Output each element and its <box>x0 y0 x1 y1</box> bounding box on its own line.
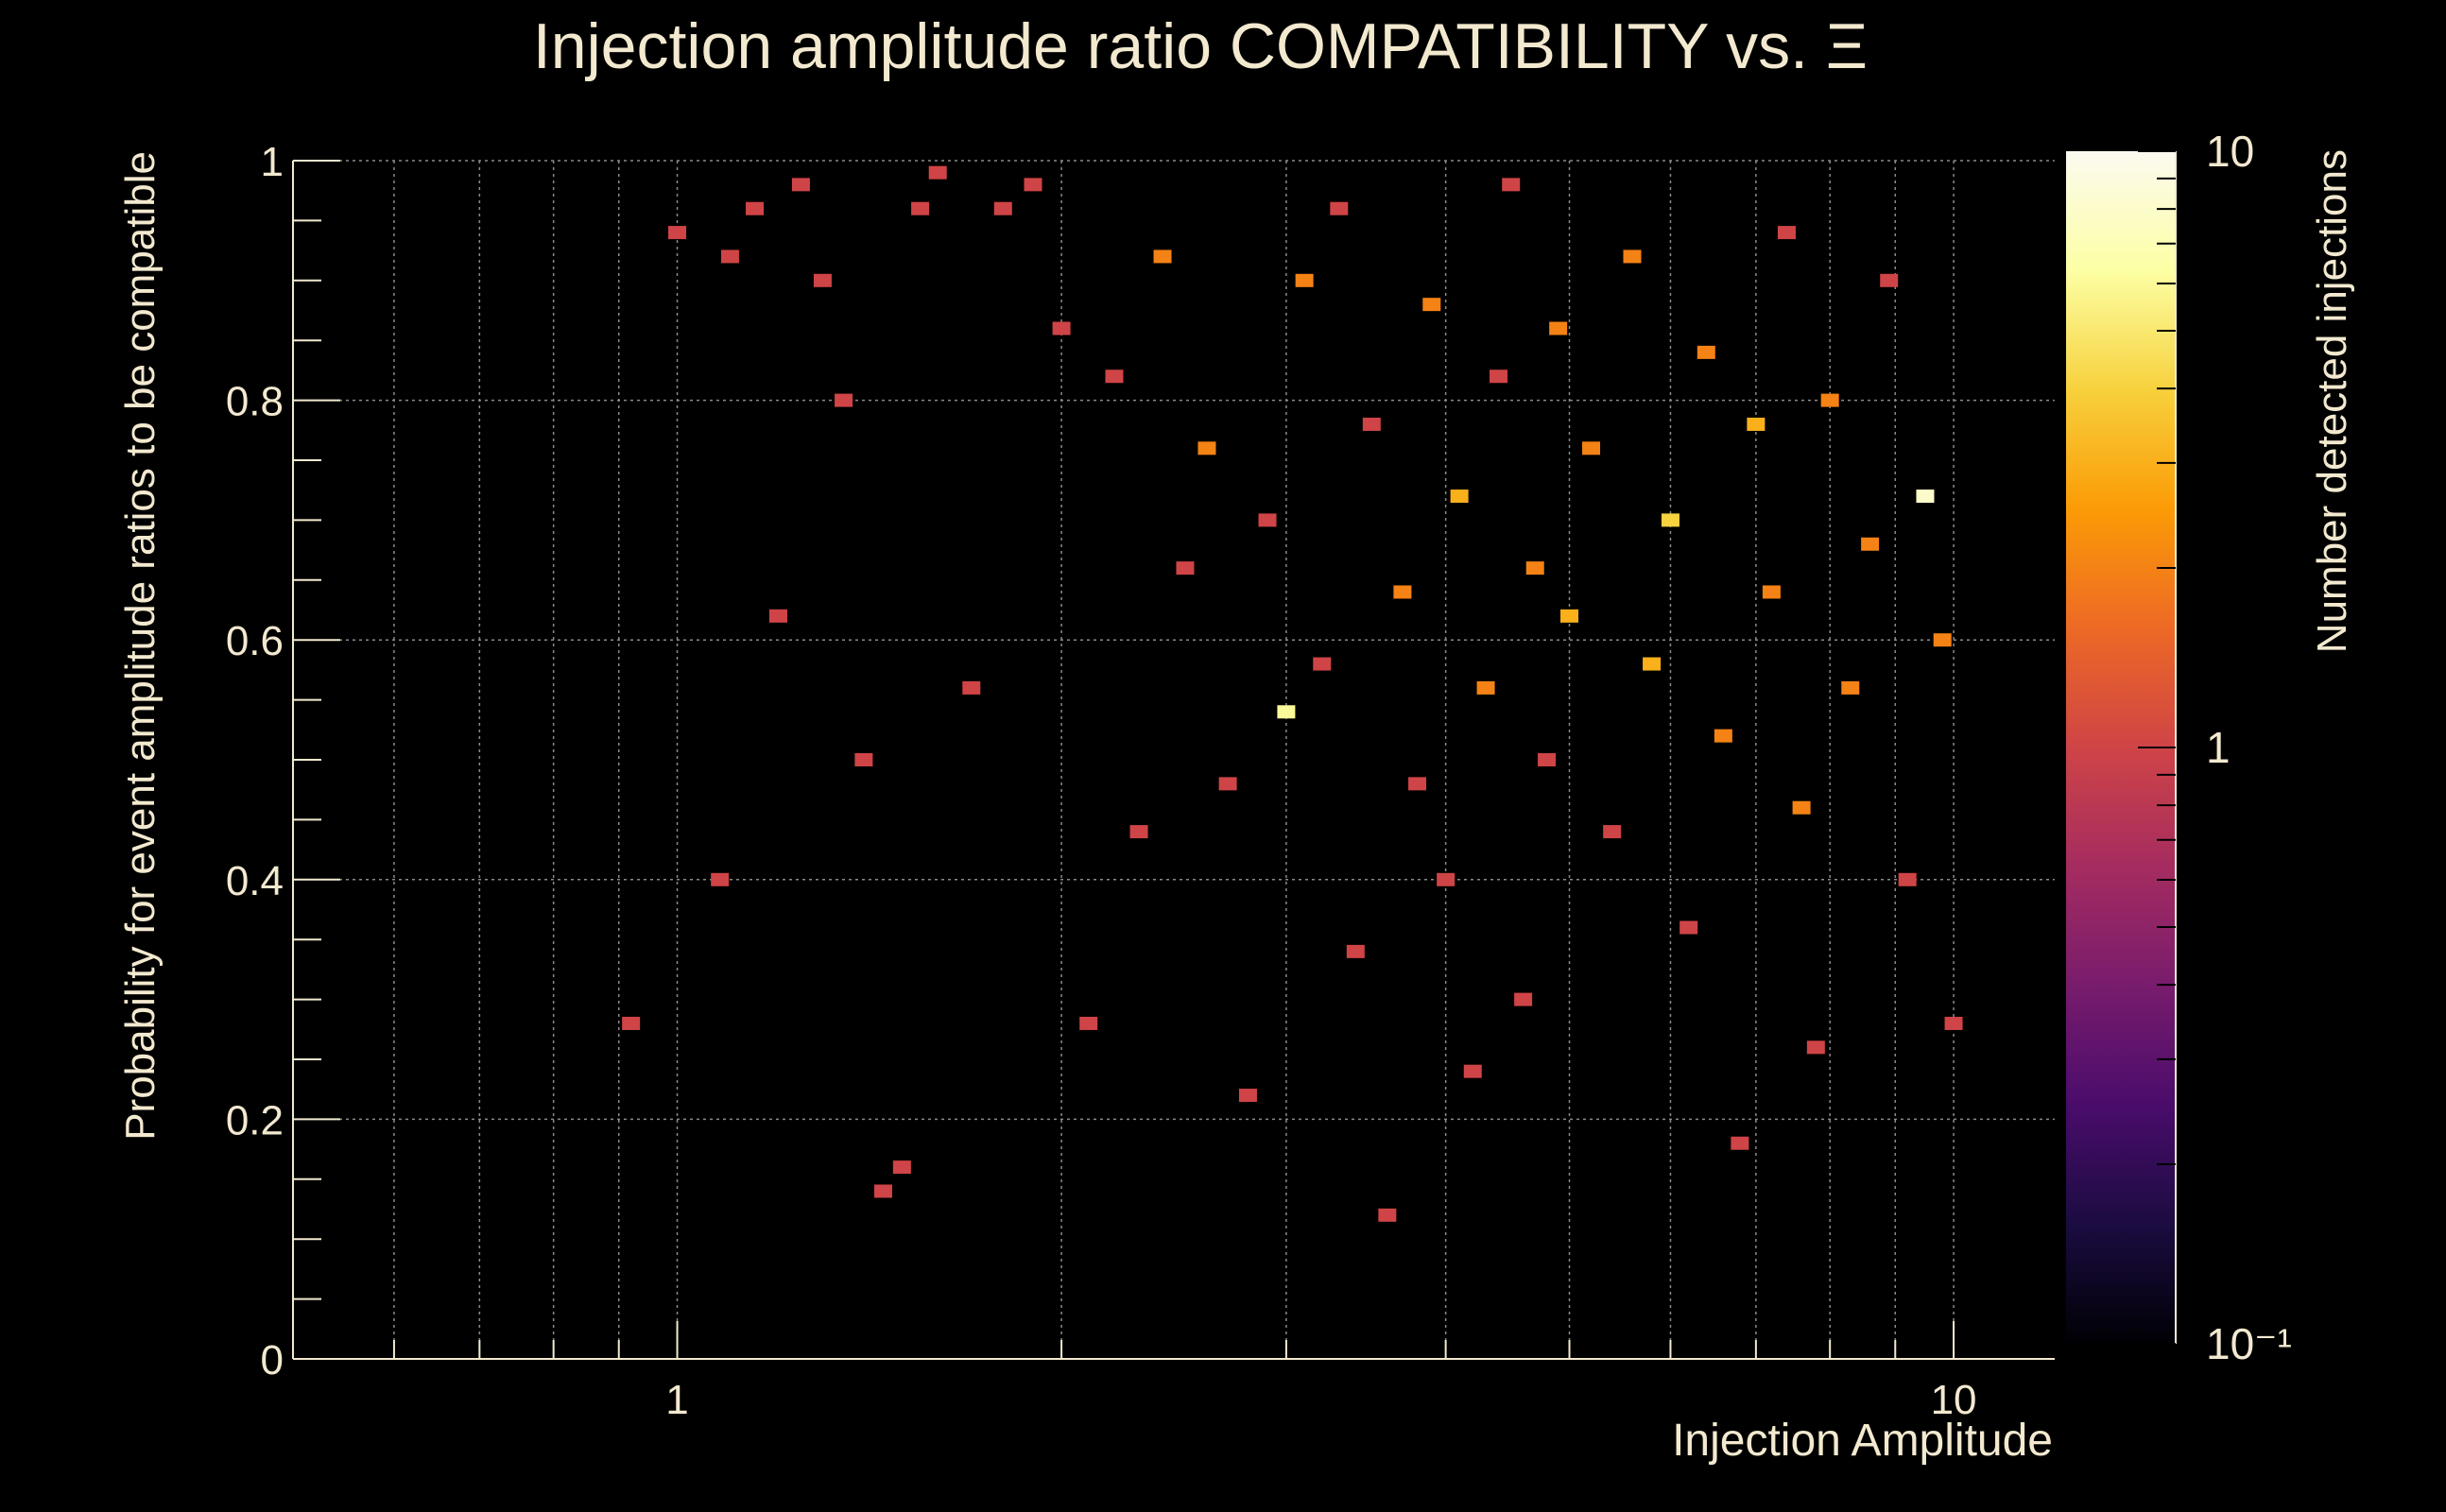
heatmap-cell <box>813 273 832 287</box>
heatmap-cell <box>668 226 687 240</box>
heatmap-cell <box>1880 273 1899 287</box>
heatmap-cell <box>1806 1040 1825 1055</box>
heatmap-cell <box>1792 800 1811 815</box>
heatmap-cell <box>1731 1136 1749 1150</box>
heatmap-cell <box>1502 178 1521 192</box>
colorbar-tick-label: 1 <box>2206 723 2231 772</box>
heatmap-cell <box>1538 753 1557 766</box>
heatmap-cell <box>1258 513 1277 527</box>
heatmap-cell <box>1861 537 1880 551</box>
heatmap-cell <box>1346 944 1365 958</box>
y-axis-label: Probability for event amplitude ratios t… <box>117 151 164 1141</box>
heatmap-cell <box>1490 369 1508 384</box>
plot-area <box>293 161 2055 1359</box>
heatmap-cell <box>1313 657 1332 671</box>
heatmap-cell <box>1898 872 1917 886</box>
heatmap-cell <box>1408 777 1427 791</box>
y-tick-label: 0.8 <box>226 379 284 425</box>
heatmap-cell <box>1603 825 1622 839</box>
heatmap-cell <box>962 680 981 695</box>
heatmap-cell <box>1643 657 1662 671</box>
heatmap-cell <box>1463 1064 1482 1078</box>
heatmap-cell <box>1714 729 1732 743</box>
heatmap-cell <box>1514 992 1533 1006</box>
heatmap-cell <box>1024 178 1042 192</box>
heatmap-cell <box>1582 441 1601 455</box>
heatmap-cell <box>1393 585 1412 599</box>
heatmap-cell <box>1762 585 1781 599</box>
chart-title: Injection amplitude ratio COMPATIBILITY … <box>533 10 1868 82</box>
heatmap-cell <box>720 249 739 264</box>
heatmap-cell <box>1079 1016 1098 1030</box>
heatmap-cell <box>1437 872 1456 886</box>
heatmap-cell <box>1679 920 1698 935</box>
heatmap-cell <box>1623 249 1642 264</box>
heatmap-cell <box>1944 1016 1963 1030</box>
heatmap-cell <box>1197 441 1216 455</box>
axes: 1 10 0 0.2 0.4 0.6 0.8 1 <box>226 139 2055 1423</box>
heatmap-cell <box>1129 825 1148 839</box>
heatmap-cell <box>1277 705 1296 719</box>
heatmap-cell <box>993 201 1012 215</box>
heatmap-cell <box>1295 273 1314 287</box>
heatmap-cell <box>1476 680 1495 695</box>
grid-lines <box>293 160 2055 1359</box>
heatmap-cell <box>1841 680 1860 695</box>
heatmap-cell <box>1916 490 1935 504</box>
colorbar-tick-label: 10⁻¹ <box>2206 1319 2292 1368</box>
y-tick-label: 0.4 <box>226 858 284 904</box>
heatmap-cell <box>768 609 787 623</box>
y-tick-label: 0 <box>261 1337 284 1383</box>
heatmap-cell <box>791 178 810 192</box>
heatmap-cell <box>1422 298 1441 312</box>
heatmap-cell <box>1560 609 1579 623</box>
heatmap-cell <box>1238 1089 1257 1103</box>
heatmap-cell <box>1525 561 1544 576</box>
heatmap-cell <box>1933 633 1952 647</box>
heatmap-cell <box>1820 393 1839 407</box>
heatmap-cell <box>892 1160 911 1175</box>
heatmap-cell <box>1747 417 1766 431</box>
heatmap-cell <box>1549 321 1568 335</box>
heatmap-cell <box>928 165 947 180</box>
x-tick-label: 10 <box>1931 1377 1977 1423</box>
heatmap-cell <box>911 201 930 215</box>
colorbar: 10 1 10⁻¹ <box>2066 127 2292 1368</box>
heatmap-cell <box>746 201 765 215</box>
heatmap-cell <box>1105 369 1124 384</box>
heatmap-cell <box>1153 249 1172 264</box>
y-tick-label: 0.6 <box>226 618 284 664</box>
heatmap-cell <box>1661 513 1679 527</box>
colorbar-label: Number detected injections <box>2309 149 2355 653</box>
y-tick-label: 1 <box>261 139 284 185</box>
heatmap-cell <box>711 872 730 886</box>
heatmap-cells <box>622 165 1963 1222</box>
heatmap-cell <box>1450 490 1469 504</box>
x-tick-label: 1 <box>665 1377 688 1423</box>
heatmap-cell <box>1218 777 1237 791</box>
heatmap-cell <box>1176 561 1195 576</box>
y-tick-label: 0.2 <box>226 1097 284 1143</box>
heatmap-cell <box>1777 226 1796 240</box>
heatmap-cell <box>1697 345 1715 359</box>
heatmap-cell <box>1052 321 1071 335</box>
heatmap-cell <box>1378 1208 1397 1222</box>
heatmap-cell <box>622 1016 641 1030</box>
colorbar-tick-label: 10 <box>2206 127 2254 176</box>
x-axis-label: Injection Amplitude <box>1672 1416 2053 1466</box>
heatmap-cell <box>873 1184 892 1198</box>
heatmap-cell <box>1330 201 1349 215</box>
heatmap-cell <box>854 753 873 766</box>
heatmap-cell <box>835 393 853 407</box>
heatmap-cell <box>1362 417 1381 431</box>
